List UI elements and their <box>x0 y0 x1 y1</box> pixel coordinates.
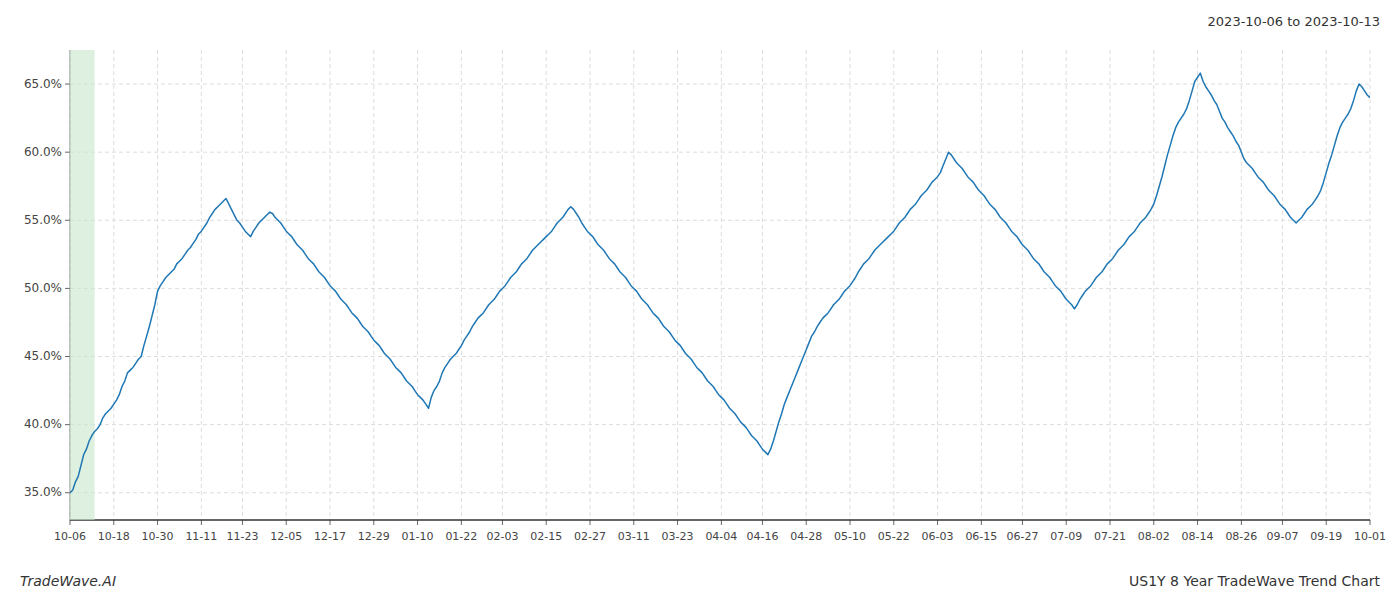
x-grid-line <box>1110 50 1111 520</box>
y-tick-label: 60.0% <box>24 145 62 159</box>
x-grid-line <box>1370 50 1371 520</box>
x-grid-line <box>677 50 678 520</box>
x-tick-label: 03-11 <box>618 530 650 543</box>
x-tick-label: 07-21 <box>1094 530 1126 543</box>
x-tick-label: 02-15 <box>530 530 562 543</box>
x-tick-label: 04-04 <box>705 530 737 543</box>
y-tick <box>65 84 70 85</box>
y-tick-label: 40.0% <box>24 417 62 431</box>
x-tick-label: 12-17 <box>314 530 346 543</box>
x-grid-line <box>546 50 547 520</box>
x-tick-label: 08-02 <box>1138 530 1170 543</box>
x-tick-label: 08-26 <box>1225 530 1257 543</box>
annotation: TradeWave.AI <box>20 573 116 589</box>
x-tick-label: 12-29 <box>358 530 390 543</box>
x-tick-label: 02-27 <box>574 530 606 543</box>
x-grid-line <box>157 50 158 520</box>
x-grid-line <box>590 50 591 520</box>
x-grid-line <box>1153 50 1154 520</box>
x-tick-label: 10-06 <box>54 530 86 543</box>
x-grid-line <box>1197 50 1198 520</box>
x-tick-label: 10-18 <box>98 530 130 543</box>
y-tick-label: 45.0% <box>24 349 62 363</box>
x-tick-label: 11-11 <box>185 530 217 543</box>
x-grid-line <box>1066 50 1067 520</box>
y-grid-line <box>70 220 1370 221</box>
y-tick-label: 55.0% <box>24 213 62 227</box>
x-grid-line <box>1022 50 1023 520</box>
x-tick-label: 02-03 <box>486 530 518 543</box>
x-axis-line <box>70 519 1370 521</box>
y-tick <box>65 220 70 221</box>
x-tick-label: 01-22 <box>445 530 477 543</box>
x-tick-label: 05-22 <box>878 530 910 543</box>
x-tick-label: 03-23 <box>662 530 694 543</box>
x-tick-label: 06-15 <box>965 530 997 543</box>
y-tick-label: 50.0% <box>24 281 62 295</box>
y-grid-line <box>70 424 1370 425</box>
x-tick-label: 11-23 <box>226 530 258 543</box>
x-tick-label: 06-27 <box>1006 530 1038 543</box>
y-tick-label: 65.0% <box>24 77 62 91</box>
x-grid-line <box>242 50 243 520</box>
x-tick-label: 08-14 <box>1182 530 1214 543</box>
x-grid-line <box>417 50 418 520</box>
x-grid-line <box>113 50 114 520</box>
x-grid-line <box>721 50 722 520</box>
x-tick-label: 07-09 <box>1050 530 1082 543</box>
x-grid-line <box>502 50 503 520</box>
x-grid-line <box>633 50 634 520</box>
grid <box>70 50 1370 520</box>
x-tick-label: 10-30 <box>142 530 174 543</box>
x-grid-line <box>937 50 938 520</box>
x-grid-line <box>1282 50 1283 520</box>
y-grid-line <box>70 356 1370 357</box>
title: US1Y 8 Year TradeWave Trend Chart <box>1129 573 1380 589</box>
y-tick <box>65 424 70 425</box>
plot-area <box>70 50 1370 520</box>
y-tick <box>65 356 70 357</box>
x-grid-line <box>806 50 807 520</box>
x-tick-label: 05-10 <box>834 530 866 543</box>
y-tick <box>65 492 70 493</box>
texts: 2023-10-06 to 2023-10-13 TradeWave.AI US1Y… <box>20 14 1381 589</box>
y-grid-line <box>70 492 1370 493</box>
subtitle: 2023-10-06 to 2023-10-13 <box>1208 14 1380 29</box>
chart: 35.0% 40.0% 45.0% 50.0% 55.0% 60.0% 65.0% 10-06… <box>0 0 1400 600</box>
shaded-region <box>70 50 95 520</box>
y-grid-line <box>70 288 1370 289</box>
y-tick-label: 35.0% <box>24 485 62 499</box>
x-grid-line <box>461 50 462 520</box>
axes: 35.0% 40.0% 45.0% 50.0% 55.0% 60.0% 65.0% 10-06… <box>24 50 1386 543</box>
x-tick-label: 04-16 <box>746 530 778 543</box>
x-grid-line <box>893 50 894 520</box>
x-grid-line <box>1241 50 1242 520</box>
y-grid-line <box>70 84 1370 85</box>
data-line <box>70 73 1370 493</box>
x-grid-line <box>201 50 202 520</box>
x-tick-label: 01-10 <box>402 530 434 543</box>
x-grid-line <box>981 50 982 520</box>
x-grid-line <box>373 50 374 520</box>
x-grid-line <box>286 50 287 520</box>
y-grid-line <box>70 152 1370 153</box>
x-tick-label: 04-28 <box>790 530 822 543</box>
y-tick <box>65 288 70 289</box>
y-tick <box>65 152 70 153</box>
x-tick-label: 06-03 <box>922 530 954 543</box>
x-tick-label: 12-05 <box>270 530 302 543</box>
x-tick-label: 09-19 <box>1310 530 1342 543</box>
x-tick-label: 09-07 <box>1266 530 1298 543</box>
x-tick-label: 10-01 <box>1354 530 1386 543</box>
x-grid-line <box>1326 50 1327 520</box>
